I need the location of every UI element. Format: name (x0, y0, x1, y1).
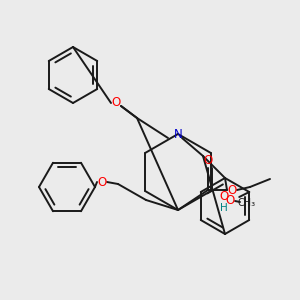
Text: O: O (227, 184, 237, 196)
Text: H: H (220, 203, 228, 213)
Text: CH₃: CH₃ (238, 198, 256, 208)
Text: O: O (225, 194, 235, 206)
Text: O: O (111, 97, 121, 110)
Text: O: O (98, 176, 106, 188)
Text: O: O (220, 190, 229, 203)
Text: N: N (174, 128, 182, 140)
Text: O: O (203, 154, 213, 167)
